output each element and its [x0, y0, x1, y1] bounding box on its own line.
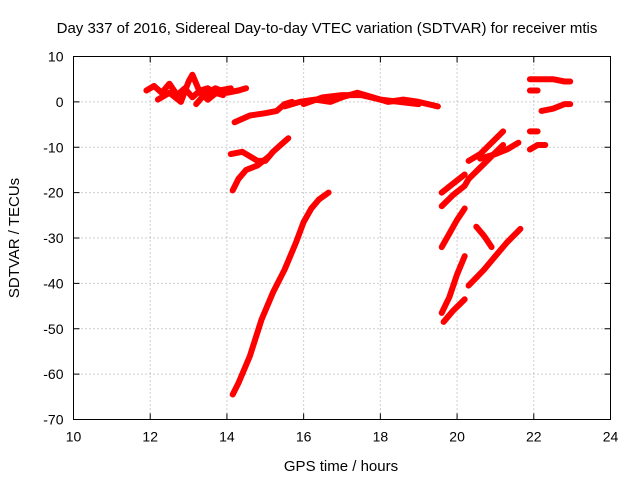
x-tick-label: 10	[66, 429, 82, 445]
x-tick-label: 16	[296, 429, 312, 445]
data-series-trace	[438, 171, 468, 196]
x-tick-label: 14	[219, 429, 235, 445]
data-series-trace	[229, 153, 273, 194]
series-layer	[143, 71, 574, 398]
y-tick-label: -70	[43, 412, 63, 428]
data-series-trace	[465, 225, 524, 289]
y-tick-label: -20	[43, 185, 63, 201]
data-series-trace	[438, 205, 468, 251]
x-tick-label: 24	[603, 429, 619, 445]
y-tick-label: 0	[56, 94, 64, 110]
data-series-trace	[526, 76, 574, 85]
chart-title: Day 337 of 2016, Sidereal Day-to-day VTE…	[57, 20, 598, 37]
data-series-trace	[473, 223, 495, 251]
data-series-trace	[154, 71, 234, 105]
data-series-trace	[438, 176, 472, 210]
data-series-trace	[526, 142, 549, 153]
y-tick-label: 10	[48, 49, 64, 65]
data-series-trace	[227, 135, 292, 164]
y-axis-label: SDTVAR / TECUs	[6, 178, 23, 298]
data-series-trace	[300, 92, 422, 108]
x-tick-label: 20	[449, 429, 465, 445]
y-tick-label: -10	[43, 139, 63, 155]
data-series-trace	[438, 253, 468, 316]
y-tick-label: -50	[43, 321, 63, 337]
y-tick-label: -60	[43, 366, 63, 382]
data-series-trace	[193, 85, 250, 108]
x-tick-label: 18	[373, 429, 389, 445]
data-series-trace	[538, 101, 574, 114]
y-tick-label: -40	[43, 275, 63, 291]
x-tick-label: 12	[142, 429, 158, 445]
data-series-trace	[440, 296, 468, 325]
grid	[73, 56, 611, 420]
x-axis-label: GPS time / hours	[284, 458, 398, 475]
ticks: 10 12 14 16 18 20 22 24 10 0 -10 -20 -30 -40 -50 -60 -70	[43, 49, 618, 445]
y-tick-label: -30	[43, 230, 63, 246]
data-series-trace	[229, 189, 332, 398]
data-series-trace	[477, 139, 522, 162]
data-series-trace	[465, 128, 507, 164]
x-tick-label: 22	[526, 429, 542, 445]
